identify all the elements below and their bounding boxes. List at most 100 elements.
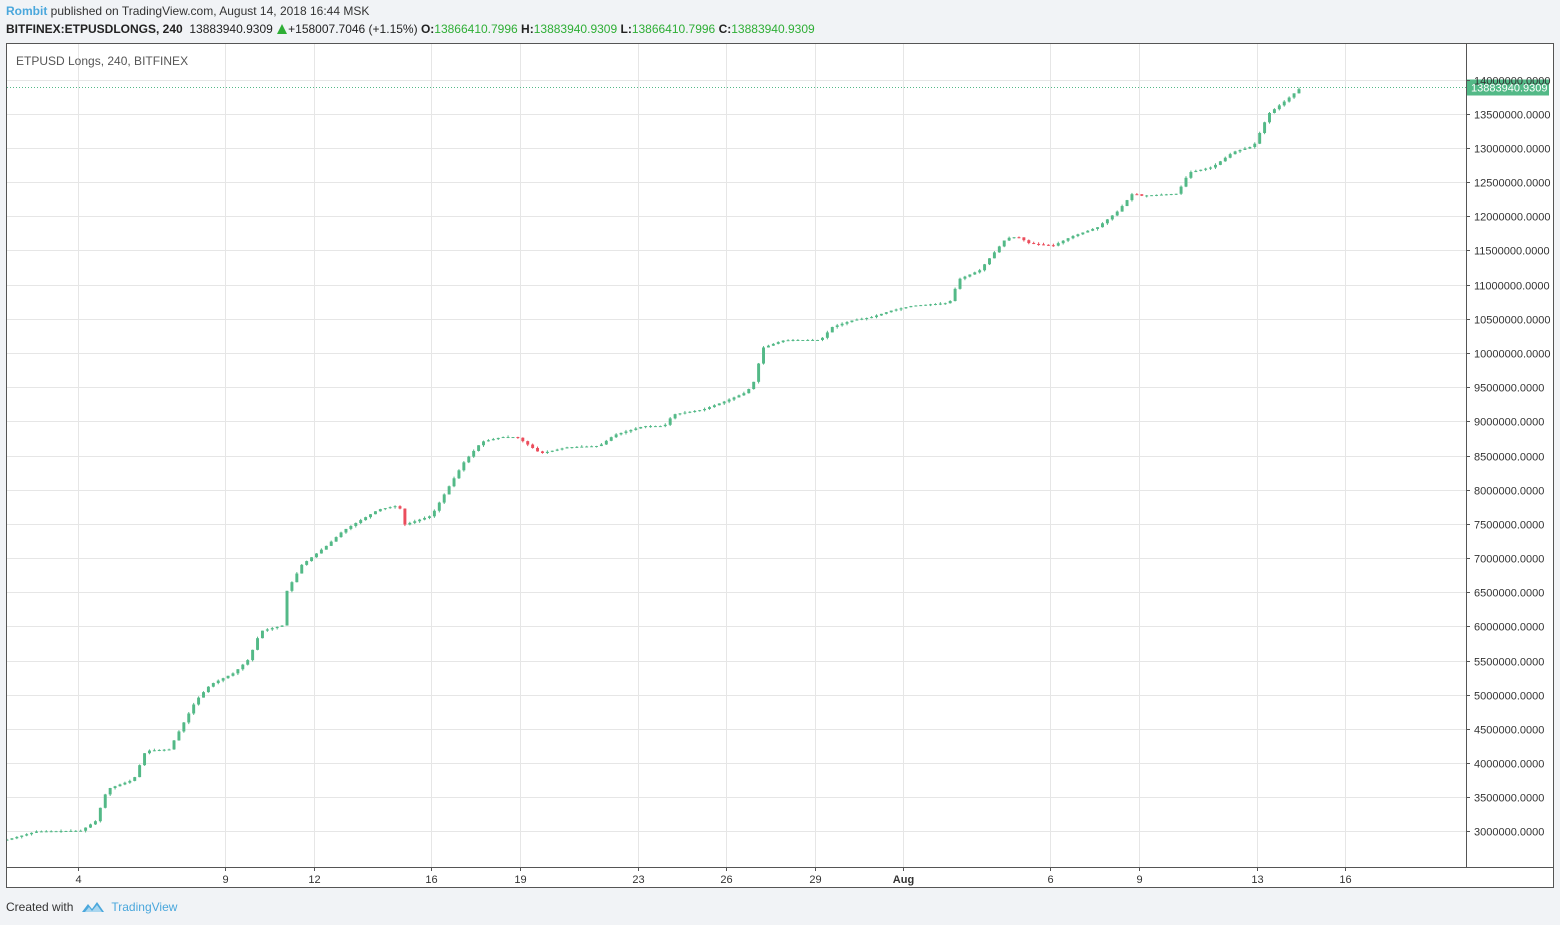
candle-body [1071,236,1075,239]
candle-body [275,626,279,629]
candle-body [924,304,928,306]
time-tick-label: 23 [632,874,644,886]
candle-body [757,363,761,382]
candle-body [69,830,73,832]
candle-body [914,305,918,307]
author-link[interactable]: Rombit [6,4,48,18]
candle-body [79,830,83,832]
tradingview-link[interactable]: TradingView [111,900,178,914]
low-value: 13866410.7996 [631,22,716,36]
candle-body [845,322,849,324]
candle-body [1105,219,1109,224]
candle-body [1287,97,1291,102]
candle-body [290,582,294,591]
price-tick-label: 3000000.0000 [1474,827,1544,839]
candle-body [1155,194,1158,196]
candle-body [413,521,417,523]
candle-body [1238,149,1242,152]
candle-body [226,675,230,679]
candle-body [378,509,382,512]
candle-body [1140,194,1144,196]
candle-body [260,630,264,639]
close-label: C: [718,22,732,36]
candle-body [742,393,746,396]
low-label: L: [620,22,632,36]
candle-body [899,308,903,310]
candle-body [143,753,147,766]
candle-body [310,557,314,562]
time-tick-label: 9 [222,874,228,886]
candle-body [1204,168,1208,170]
candle-body [820,337,824,340]
candle-body [39,831,43,833]
candle-body [953,288,957,302]
candle-body [157,749,161,751]
candle-body [192,704,196,714]
candle-body [437,502,441,511]
price-tick-label: 4000000.0000 [1474,759,1544,771]
candle-body [457,470,461,479]
candle-body [447,486,451,495]
candle-body [983,264,987,271]
candle-body [988,258,991,265]
candle-body [1056,243,1060,246]
candle-body [658,426,662,428]
candle-body [452,478,456,487]
candle-body [796,339,800,341]
price-tick-label: 10000000.0000 [1474,349,1550,361]
high-label: H: [521,22,534,36]
change-value: +158007.7046 (+1.15%) [288,22,418,36]
candle-body [182,722,186,732]
candle-body [1051,245,1055,247]
price-chart[interactable]: 13883940.9309 3000000.0000 3500000.0000 40… [7,44,1553,887]
candle-body [1130,194,1134,201]
tradingview-logo-icon [82,902,105,912]
candle-body [545,451,549,453]
candle-body [575,446,579,448]
last-price-tag-label: 13883940.9309 [1471,83,1547,95]
candle-body [1125,200,1129,207]
candle-body [89,824,92,828]
candle-body [943,303,947,305]
chart-frame[interactable]: 13883940.9309 3000000.0000 3500000.0000 40… [6,43,1554,888]
candle-body [197,697,201,705]
candle-body [373,511,377,515]
candle-body [467,456,471,463]
candle-body [992,252,996,259]
candle-body [315,553,318,558]
candle-body [241,664,245,670]
candle-body [383,508,387,510]
candle-body [1002,240,1006,247]
candle-body [491,439,495,441]
candle-body [359,520,363,524]
candle-body [280,625,284,627]
candle-body [388,507,392,509]
candle-body [634,428,638,430]
candle-body [35,831,38,833]
price-tick-label: 7500000.0000 [1474,520,1544,532]
candle-body [1263,122,1267,133]
candle-body [1096,227,1100,229]
candle-body [25,834,29,836]
candle-body [270,628,274,630]
candle-body [1061,240,1065,244]
candle-body [968,274,972,277]
candle-body [781,340,785,343]
candle-body [599,444,603,447]
candle-body [1184,177,1188,187]
candle-body [369,514,372,518]
candle-body [1159,194,1163,196]
candle-body [54,831,58,833]
candle-body [246,660,250,665]
last-price-line: 13883940.9309 [7,79,1549,96]
price-tick-label: 11500000.0000 [1474,246,1550,258]
price-tick-label: 6000000.0000 [1474,622,1544,634]
candle-body [565,447,569,449]
candle-body [619,432,623,435]
candle-body [791,339,795,341]
candle-body [860,318,864,320]
candle-body [516,437,520,439]
candle-body [590,446,594,448]
candle-body [344,528,348,533]
candle-body [830,326,834,333]
